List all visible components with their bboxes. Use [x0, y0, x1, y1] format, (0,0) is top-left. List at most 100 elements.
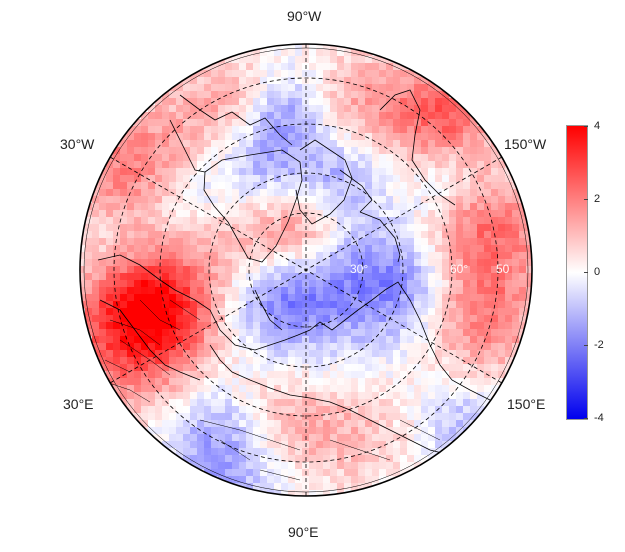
anomaly-cell	[456, 189, 464, 197]
anomaly-cell	[330, 315, 338, 323]
anomaly-cell	[323, 357, 331, 365]
anomaly-cell	[232, 413, 240, 421]
anomaly-cell	[92, 252, 100, 260]
anomaly-cell	[267, 350, 275, 358]
anomaly-cell	[239, 329, 247, 337]
anomaly-cell	[99, 322, 107, 330]
anomaly-cell	[148, 259, 156, 267]
anomaly-cell	[428, 119, 436, 127]
anomaly-cell	[253, 168, 261, 176]
anomaly-cell	[351, 455, 359, 463]
anomaly-cell	[155, 329, 163, 337]
anomaly-cell	[344, 322, 352, 330]
anomaly-cell	[190, 434, 198, 442]
anomaly-cell	[260, 336, 268, 344]
anomaly-cell	[372, 399, 380, 407]
anomaly-cell	[414, 322, 422, 330]
anomaly-cell	[337, 336, 345, 344]
anomaly-cell	[491, 154, 499, 162]
colorbar-tick-label: 2	[594, 193, 601, 205]
anomaly-cell	[365, 154, 373, 162]
anomaly-cell	[505, 217, 513, 225]
anomaly-cell	[365, 168, 373, 176]
anomaly-cell	[505, 175, 513, 183]
anomaly-cell	[309, 406, 317, 414]
anomaly-cell	[407, 105, 415, 113]
anomaly-cell	[456, 294, 464, 302]
anomaly-cell	[498, 259, 506, 267]
anomaly-cell	[323, 406, 331, 414]
anomaly-cell	[414, 329, 422, 337]
lon-label-30e: 30°E	[63, 396, 94, 412]
anomaly-cell	[421, 406, 429, 414]
anomaly-cell	[379, 133, 387, 141]
anomaly-cell	[421, 434, 429, 442]
anomaly-cell	[337, 315, 345, 323]
anomaly-cell	[127, 238, 135, 246]
anomaly-cell	[470, 217, 478, 225]
anomaly-cell	[330, 70, 338, 78]
anomaly-cell	[456, 154, 464, 162]
anomaly-cell	[477, 210, 485, 218]
anomaly-cell	[386, 154, 394, 162]
anomaly-cell	[127, 210, 135, 218]
anomaly-cell	[372, 378, 380, 386]
anomaly-cell	[351, 154, 359, 162]
anomaly-cell	[519, 322, 527, 330]
anomaly-cell	[365, 476, 373, 484]
anomaly-cell	[477, 217, 485, 225]
anomaly-cell	[323, 238, 331, 246]
anomaly-cell	[435, 434, 443, 442]
anomaly-cell	[267, 448, 275, 456]
anomaly-cell	[92, 196, 100, 204]
anomaly-cell	[232, 98, 240, 106]
anomaly-cell	[295, 273, 303, 281]
anomaly-cell	[148, 133, 156, 141]
anomaly-cell	[386, 112, 394, 120]
anomaly-cell	[295, 189, 303, 197]
anomaly-cell	[309, 413, 317, 421]
anomaly-cell	[400, 196, 408, 204]
anomaly-cell	[80, 266, 86, 274]
anomaly-cell	[526, 287, 532, 295]
anomaly-cell	[316, 280, 324, 288]
anomaly-cell	[372, 308, 380, 316]
anomaly-cell	[491, 329, 499, 337]
anomaly-cell	[274, 329, 282, 337]
anomaly-cell	[211, 245, 219, 253]
anomaly-cell	[127, 343, 135, 351]
anomaly-cell	[274, 77, 282, 85]
anomaly-cell	[295, 203, 303, 211]
anomaly-cell	[218, 399, 226, 407]
anomaly-cell	[183, 406, 191, 414]
anomaly-cell	[281, 175, 289, 183]
anomaly-cell	[428, 448, 436, 456]
anomaly-cell	[155, 399, 163, 407]
anomaly-cell	[337, 133, 345, 141]
anomaly-cell	[225, 91, 233, 99]
anomaly-cell	[400, 77, 408, 85]
anomaly-cell	[246, 483, 254, 491]
anomaly-cell	[351, 168, 359, 176]
anomaly-cell	[288, 392, 296, 400]
anomaly-cell	[141, 364, 149, 372]
anomaly-cell	[253, 378, 261, 386]
anomaly-cell	[113, 385, 121, 393]
anomaly-field	[80, 44, 532, 496]
anomaly-cell	[309, 217, 317, 225]
anomaly-cell	[372, 91, 380, 99]
anomaly-cell	[197, 245, 205, 253]
anomaly-cell	[127, 294, 135, 302]
anomaly-cell	[120, 273, 128, 281]
anomaly-cell	[99, 266, 107, 274]
anomaly-cell	[267, 343, 275, 351]
anomaly-cell	[435, 112, 443, 120]
anomaly-cell	[386, 420, 394, 428]
anomaly-cell	[428, 420, 436, 428]
anomaly-cell	[246, 70, 254, 78]
anomaly-cell	[484, 308, 492, 316]
anomaly-cell	[127, 266, 135, 274]
anomaly-cell	[330, 189, 338, 197]
anomaly-cell	[288, 245, 296, 253]
anomaly-cell	[85, 252, 93, 260]
